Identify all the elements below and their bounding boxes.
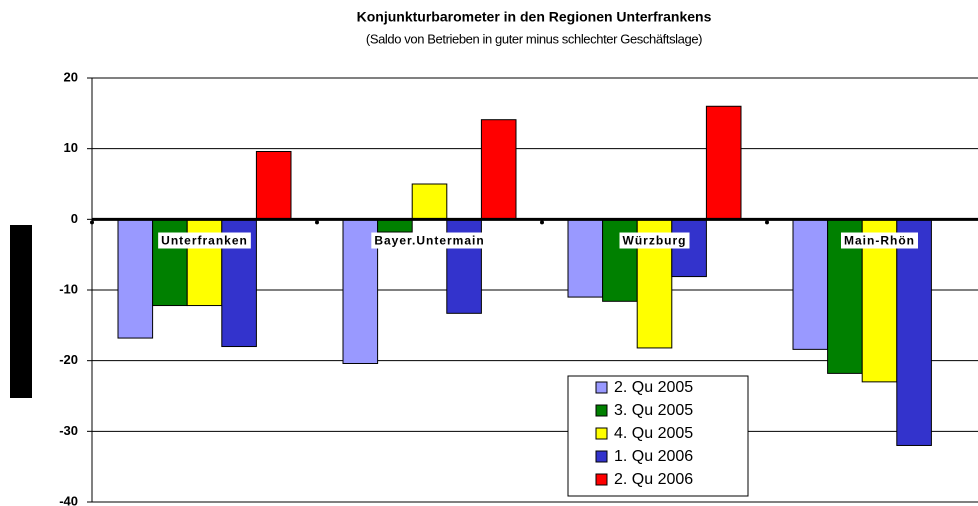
legend-label: 4. Qu 2005	[614, 425, 693, 442]
bar	[152, 218, 188, 307]
group-tick	[315, 220, 319, 225]
y-tick-label: -20	[59, 352, 78, 367]
group-tick	[765, 220, 769, 225]
axis-title-box	[10, 225, 32, 398]
y-tick-label: 20	[64, 69, 78, 84]
legend-swatch	[595, 404, 608, 417]
bar	[792, 218, 829, 350]
bar	[186, 218, 223, 307]
y-tick-label: 0	[71, 211, 78, 226]
y-tick-label: -10	[59, 281, 78, 296]
category-label: Bayer.Untermain	[374, 234, 484, 248]
legend-label: 3. Qu 2005	[614, 402, 693, 419]
legend-swatch	[595, 381, 608, 394]
y-tick-label: -30	[59, 423, 78, 438]
bar	[480, 119, 517, 220]
category-label: Würzburg	[623, 234, 687, 248]
category-label-bg	[371, 232, 488, 249]
bar	[705, 105, 742, 220]
legend-label: 2. Qu 2006	[614, 471, 693, 488]
legend-label: 2. Qu 2005	[614, 379, 693, 396]
y-tick-label: -40	[59, 493, 78, 506]
category-label-bg	[841, 232, 918, 249]
category-label: Main-Rhön	[844, 234, 915, 248]
chart-title: Konjunkturbarometer in den Regionen Unte…	[357, 9, 712, 25]
legend-label: 1. Qu 2006	[614, 448, 693, 465]
category-label: Unterfranken	[161, 234, 248, 248]
group-tick	[90, 220, 94, 225]
bar	[411, 183, 448, 220]
bar	[896, 218, 932, 446]
group-tick	[540, 220, 544, 225]
bar	[117, 218, 154, 339]
bar	[567, 218, 604, 298]
category-label-bg	[619, 232, 690, 249]
legend-swatch	[595, 473, 608, 486]
legend-swatch	[595, 427, 608, 440]
category-label-bg	[158, 232, 251, 249]
bar	[255, 150, 292, 220]
legend-swatch	[595, 450, 608, 463]
bar	[377, 218, 413, 233]
chart-subtitle: (Saldo von Betrieben in guter minus schl…	[366, 31, 702, 46]
y-tick-label: 10	[64, 140, 78, 155]
bar	[602, 218, 638, 302]
